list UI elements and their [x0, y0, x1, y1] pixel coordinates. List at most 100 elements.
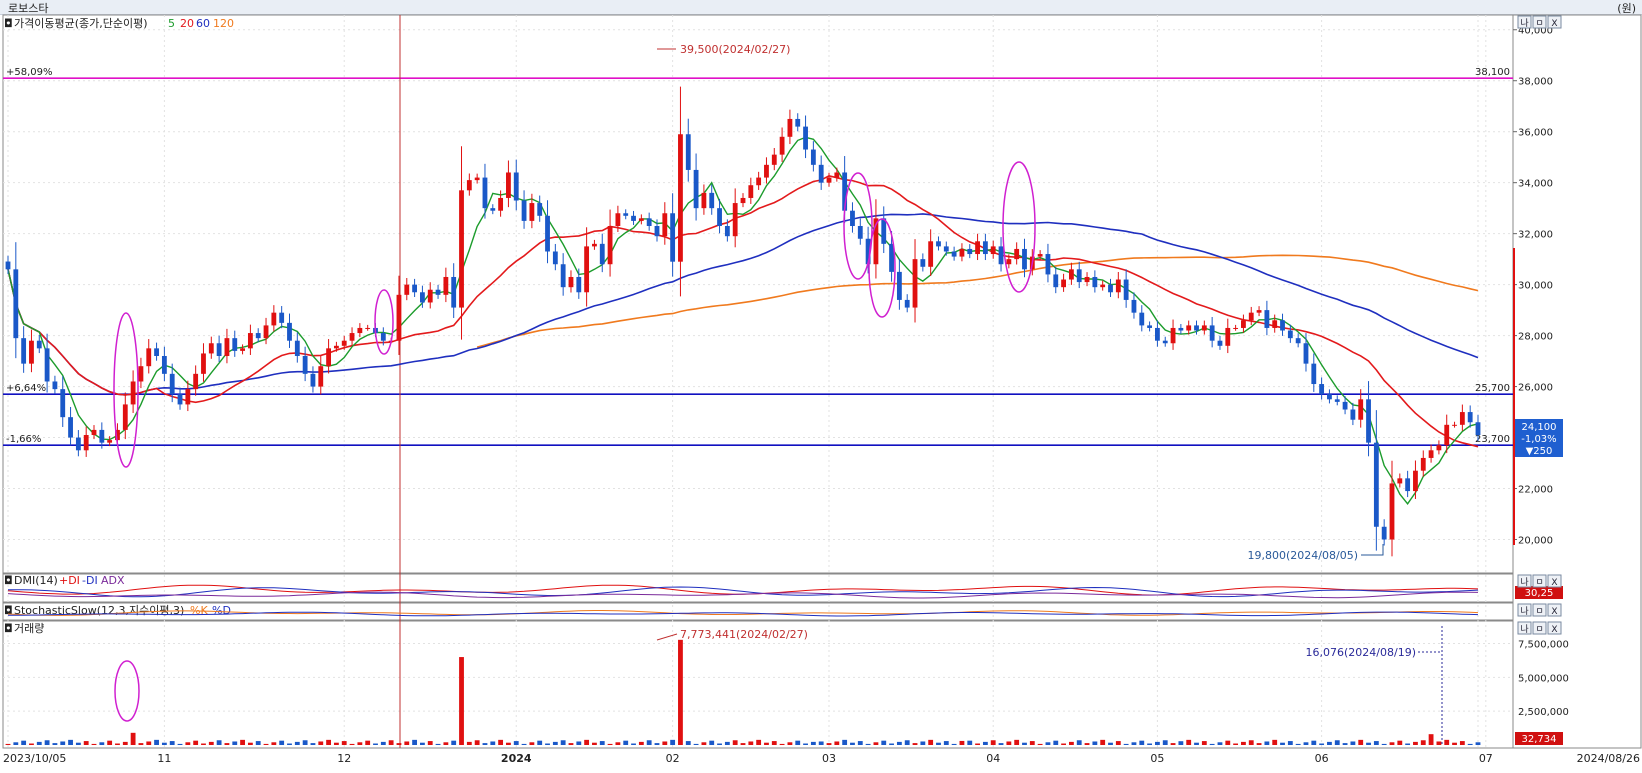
- volume-bar: [1248, 740, 1254, 745]
- legend-minus-di[interactable]: -DI: [82, 574, 98, 587]
- volume-bar: [459, 657, 464, 745]
- volume-bar: [349, 743, 355, 745]
- candle-body: [1147, 325, 1153, 328]
- panel-button-label: ㅁ: [1535, 578, 1543, 588]
- volume-bar: [91, 743, 97, 745]
- candle-body: [654, 226, 660, 237]
- dmi-adx-line: [7, 591, 1479, 599]
- volume-bar: [263, 743, 269, 745]
- panel-button[interactable]: [1547, 621, 1562, 635]
- stochastic-lines: [7, 610, 1479, 617]
- legend-ma120[interactable]: 120: [213, 17, 234, 30]
- panel-button[interactable]: [1517, 603, 1532, 617]
- candle-body: [1068, 269, 1074, 280]
- volume-bar: [975, 743, 980, 745]
- candle-body: [646, 218, 652, 227]
- candle-body: [333, 345, 339, 349]
- volume-bar: [83, 741, 89, 745]
- volume-bar: [967, 740, 973, 745]
- candle-body: [201, 353, 206, 374]
- panel-button[interactable]: [1517, 621, 1532, 635]
- volume-bar: [1413, 741, 1418, 745]
- volume-bar: [1334, 740, 1340, 745]
- panel-button[interactable]: [1532, 621, 1547, 635]
- price-tick-label: 30,000: [1518, 281, 1553, 292]
- candle-body: [1194, 325, 1199, 331]
- candle-body: [1467, 412, 1473, 423]
- candle-body: [177, 394, 183, 405]
- legend-ma5[interactable]: 5: [168, 17, 175, 30]
- volume-bar: [138, 743, 144, 745]
- candle-body: [161, 355, 167, 374]
- candle-body: [83, 435, 89, 451]
- legend-adx[interactable]: ADX: [101, 574, 125, 587]
- panel-button[interactable]: [1532, 574, 1547, 588]
- volume-bar: [396, 743, 402, 745]
- volume-bar: [850, 742, 855, 745]
- panel-button[interactable]: [1532, 15, 1547, 29]
- candle-body: [208, 343, 214, 354]
- volume-bar: [294, 741, 300, 745]
- candle-body: [459, 190, 464, 308]
- legend-plus-di[interactable]: +DI: [59, 574, 80, 587]
- volume-bar: [764, 742, 769, 745]
- volume-bar: [662, 741, 668, 745]
- ma60-path: [7, 213, 1479, 396]
- candle-body: [709, 192, 715, 209]
- volume-bar: [1068, 741, 1074, 745]
- volume-bar: [1287, 741, 1293, 745]
- volume-bar: [818, 741, 824, 745]
- annotation-ellipse: [868, 218, 896, 318]
- legend-toggle-icon[interactable]: ◘: [4, 574, 13, 587]
- candle-body: [122, 404, 128, 430]
- legend-k[interactable]: %K: [190, 604, 208, 617]
- legend-toggle-icon[interactable]: ◘: [4, 622, 13, 635]
- candle-body: [1264, 310, 1270, 328]
- volume-bar: [271, 742, 277, 745]
- candle-body: [1420, 457, 1426, 471]
- volume-bar: [568, 743, 574, 745]
- candle-body: [1006, 259, 1012, 265]
- volume-bar: [810, 741, 816, 745]
- price-panel: [2, 14, 1514, 574]
- candle-body: [380, 333, 386, 341]
- volume-bar: [1123, 743, 1129, 745]
- panel-button[interactable]: [1547, 15, 1562, 29]
- candle-body: [29, 340, 34, 364]
- panel-button[interactable]: [1547, 603, 1562, 617]
- candle-body: [560, 264, 566, 288]
- candle-body: [959, 248, 965, 257]
- volume-tick-label: 2,500,000: [1518, 707, 1569, 718]
- legend-toggle-icon[interactable]: ◘: [4, 604, 13, 617]
- volume-bar: [592, 742, 597, 745]
- volume-bar: [1108, 742, 1113, 745]
- candle-body: [1123, 279, 1129, 300]
- legend-d[interactable]: %D: [212, 604, 231, 617]
- volume-bar: [912, 743, 918, 745]
- panel-button[interactable]: [1532, 603, 1547, 617]
- volume-bar: [122, 741, 128, 745]
- panel-button[interactable]: [1517, 15, 1532, 29]
- volume-bar: [498, 739, 504, 745]
- candle-body: [1061, 279, 1066, 288]
- candle-body: [412, 284, 418, 293]
- volume-bar: [1420, 740, 1426, 745]
- volume-bar: [161, 742, 167, 745]
- candle-body: [881, 218, 887, 244]
- legend-ma20[interactable]: 20: [180, 17, 194, 30]
- candle-body: [1248, 312, 1254, 321]
- panel-button[interactable]: [1547, 574, 1562, 588]
- price-tick-label: 34,000: [1518, 179, 1553, 190]
- volume-bar: [1327, 741, 1332, 745]
- volume-bar: [881, 740, 887, 745]
- candle-body: [1170, 327, 1176, 344]
- panel-button[interactable]: [1517, 574, 1532, 588]
- volume-bar: [560, 740, 566, 745]
- legend-toggle-icon[interactable]: ◘: [4, 17, 13, 30]
- volume-bar: [889, 743, 894, 745]
- x-tick-label: 07: [1479, 752, 1493, 765]
- candle-body: [1201, 325, 1207, 331]
- volume-bar: [404, 741, 410, 745]
- legend-ma60[interactable]: 60: [196, 17, 210, 30]
